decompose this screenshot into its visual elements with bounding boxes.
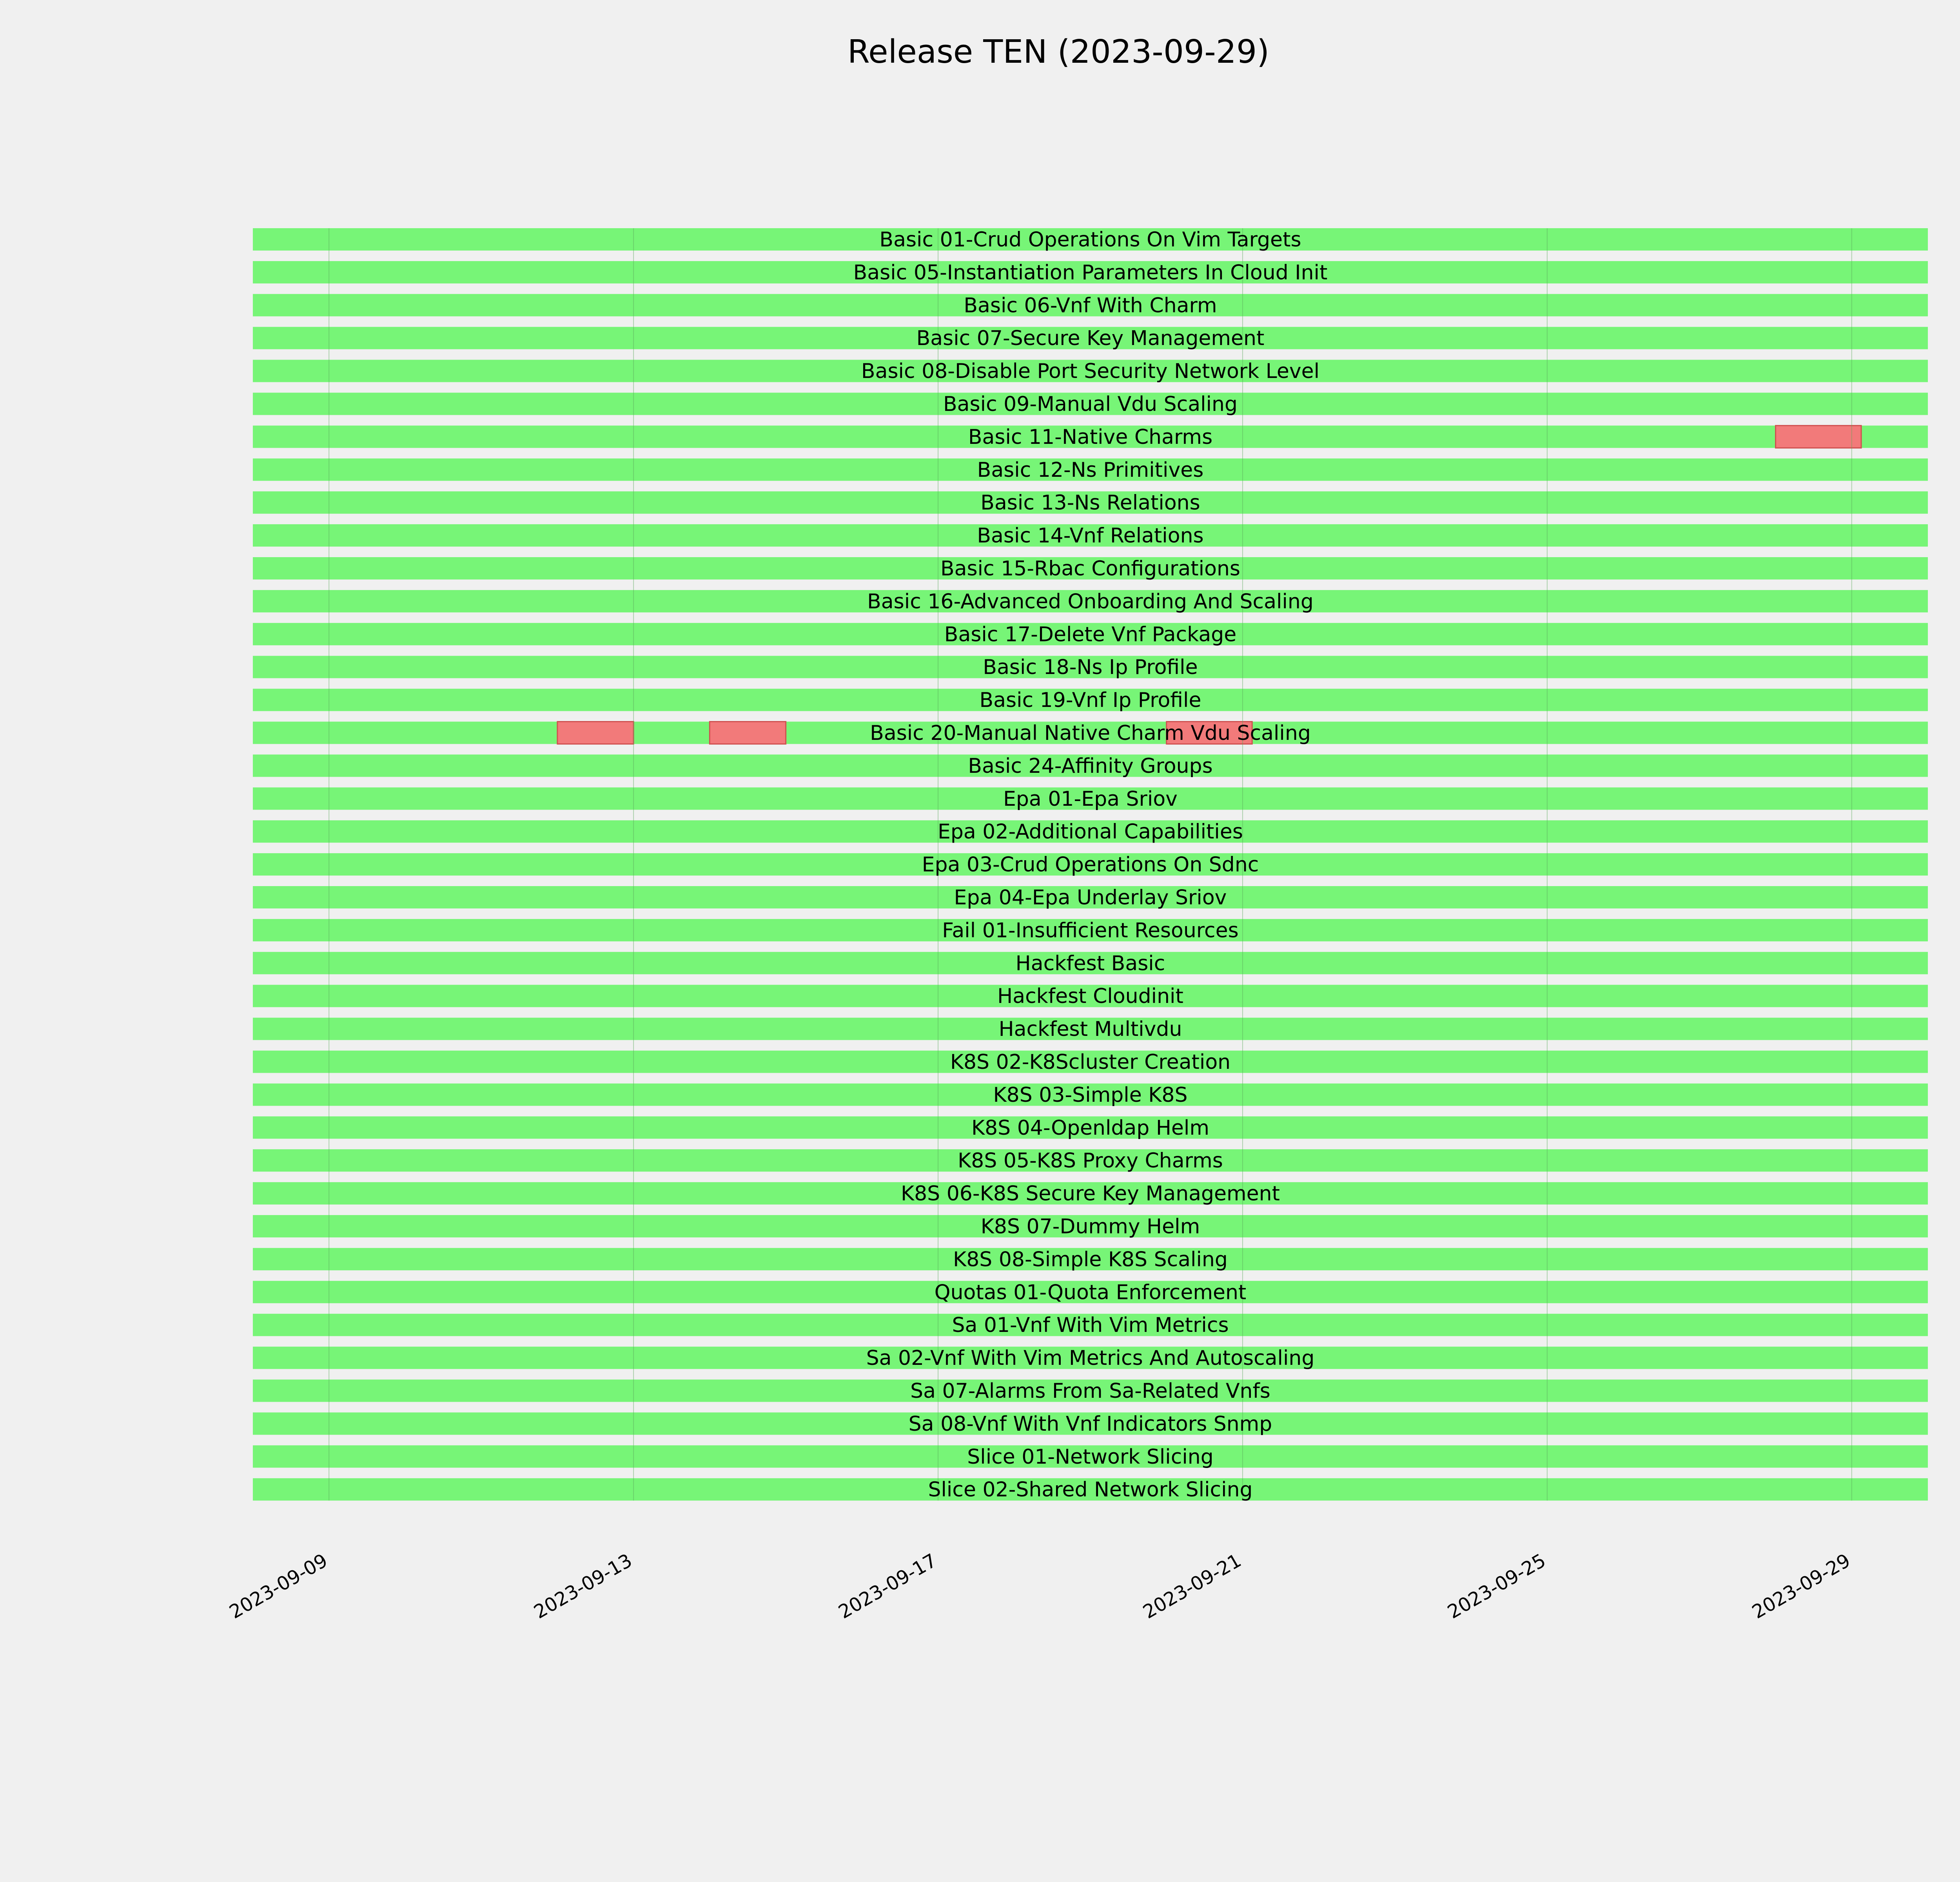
- pass-bar-basic-20-manual-native-charm-vdu-scaling: [253, 721, 1928, 744]
- row-label-k8s-02-k8scluster-creation: K8S 02-K8Scluster Creation: [950, 1050, 1230, 1074]
- fail-bar-basic-20-manual-native-charm-vdu-scaling-3: [1166, 721, 1253, 745]
- pass-bar-slice-02-shared-network-slicing: [253, 1478, 1928, 1501]
- pass-bar-basic-11-native-charms: [253, 425, 1928, 448]
- row-label-basic-19-vnf-ip-profile: Basic 19-Vnf Ip Profile: [979, 688, 1201, 712]
- row-label-k8s-04-openldap-helm: K8S 04-Openldap Helm: [971, 1116, 1209, 1140]
- fail-bar-basic-20-manual-native-charm-vdu-scaling-1: [557, 721, 634, 745]
- row-label-epa-01-epa-sriov: Epa 01-Epa Sriov: [1003, 787, 1178, 811]
- pass-bar-k8s-03-simple-k8s: [253, 1083, 1928, 1106]
- pass-bar-basic-08-disable-port-security-network-level: [253, 360, 1928, 382]
- pass-bar-basic-06-vnf-with-charm: [253, 294, 1928, 316]
- x-axis-ticks: 2023-09-09 2023-09-13 2023-09-17 2023-09-21…: [226, 1550, 1854, 1623]
- x-tick-label-2023-09-21: 2023-09-21: [1139, 1550, 1245, 1623]
- row-label-basic-06-vnf-with-charm: Basic 06-Vnf With Charm: [964, 294, 1217, 317]
- pass-bar-sa-02-vnf-with-vim-metrics-and-autoscaling: [253, 1346, 1928, 1369]
- row-label-epa-02-additional-capabilities: Epa 02-Additional Capabilities: [938, 820, 1243, 844]
- row-label-k8s-07-dummy-helm: K8S 07-Dummy Helm: [981, 1215, 1200, 1239]
- row-label-k8s-06-k8s-secure-key-management: K8S 06-K8S Secure Key Management: [901, 1182, 1280, 1206]
- row-label-basic-17-delete-vnf-package: Basic 17-Delete Vnf Package: [944, 623, 1236, 646]
- pass-bar-k8s-07-dummy-helm: [253, 1215, 1928, 1237]
- pass-bar-fail-01-insufficient-resources: [253, 919, 1928, 941]
- pass-bar-basic-15-rbac-configurations: [253, 557, 1928, 579]
- row-label-hackfest-basic: Hackfest Basic: [1016, 952, 1165, 975]
- pass-bar-k8s-02-k8scluster-creation: [253, 1050, 1928, 1073]
- pass-bar-epa-02-additional-capabilities: [253, 820, 1928, 843]
- pass-bar-epa-04-epa-underlay-sriov: [253, 886, 1928, 908]
- row-label-sa-01-vnf-with-vim-metrics: Sa 01-Vnf With Vim Metrics: [952, 1313, 1229, 1337]
- row-label-k8s-03-simple-k8s: K8S 03-Simple K8S: [993, 1083, 1188, 1107]
- pass-bar-basic-14-vnf-relations: [253, 524, 1928, 547]
- row-label-basic-16-advanced-onboarding-and-scaling: Basic 16-Advanced Onboarding And Scaling: [867, 590, 1314, 613]
- row-label-basic-12-ns-primitives: Basic 12-Ns Primitives: [977, 458, 1204, 482]
- pass-bar-sa-07-alarms-from-sa-related-vnfs: [253, 1379, 1928, 1402]
- row-label-basic-13-ns-relations: Basic 13-Ns Relations: [980, 491, 1200, 515]
- row-label-slice-01-network-slicing: Slice 01-Network Slicing: [967, 1445, 1214, 1469]
- pass-bar-basic-09-manual-vdu-scaling: [253, 392, 1928, 415]
- row-label-basic-18-ns-ip-profile: Basic 18-Ns Ip Profile: [983, 656, 1198, 679]
- pass-bar-basic-16-advanced-onboarding-and-scaling: [253, 590, 1928, 612]
- pass-bar-k8s-05-k8s-proxy-charms: [253, 1149, 1928, 1172]
- pass-bar-sa-08-vnf-with-vnf-indicators-snmp: [253, 1412, 1928, 1435]
- pass-bar-basic-07-secure-key-management: [253, 327, 1928, 349]
- pass-bar-epa-01-epa-sriov: [253, 787, 1928, 810]
- row-label-basic-11-native-charms: Basic 11-Native Charms: [968, 425, 1212, 449]
- row-label-basic-07-secure-key-management: Basic 07-Secure Key Management: [916, 327, 1265, 350]
- pass-bar-k8s-08-simple-k8s-scaling: [253, 1248, 1928, 1270]
- row-label-basic-24-affinity-groups: Basic 24-Affinity Groups: [968, 754, 1212, 778]
- pass-bar-basic-05-instantiation-parameters-in-cloud-init: [253, 261, 1928, 283]
- row-label-epa-04-epa-underlay-sriov: Epa 04-Epa Underlay Sriov: [954, 886, 1227, 910]
- pass-bar-basic-12-ns-primitives: [253, 458, 1928, 481]
- pass-bar-basic-19-vnf-ip-profile: [253, 688, 1928, 711]
- row-label-k8s-08-simple-k8s-scaling: K8S 08-Simple K8S Scaling: [953, 1248, 1228, 1271]
- x-tick-label-2023-09-09: 2023-09-09: [226, 1550, 332, 1623]
- row-label-basic-15-rbac-configurations: Basic 15-Rbac Configurations: [940, 557, 1240, 581]
- fail-bar-basic-20-manual-native-charm-vdu-scaling-2: [709, 721, 787, 745]
- pass-bar-slice-01-network-slicing: [253, 1445, 1928, 1468]
- pass-bar-basic-13-ns-relations: [253, 491, 1928, 514]
- x-tick-label-2023-09-25: 2023-09-25: [1444, 1550, 1550, 1623]
- pass-bar-sa-01-vnf-with-vim-metrics: [253, 1313, 1928, 1336]
- grid-layer: [328, 228, 1852, 1501]
- chart-title: Release TEN (2023-09-29): [848, 33, 1269, 71]
- pass-bar-hackfest-basic: [253, 952, 1928, 974]
- x-tick-label-2023-09-13: 2023-09-13: [530, 1550, 636, 1623]
- rows-layer: [253, 228, 1928, 1501]
- pass-bar-k8s-04-openldap-helm: [253, 1116, 1928, 1139]
- row-label-sa-08-vnf-with-vnf-indicators-snmp: Sa 08-Vnf With Vnf Indicators Snmp: [909, 1412, 1272, 1436]
- pass-bar-quotas-01-quota-enforcement: [253, 1281, 1928, 1303]
- row-label-basic-14-vnf-relations: Basic 14-Vnf Relations: [977, 524, 1203, 548]
- row-label-slice-02-shared-network-slicing: Slice 02-Shared Network Slicing: [928, 1478, 1252, 1502]
- row-label-fail-01-insufficient-resources: Fail 01-Insufficient Resources: [942, 919, 1238, 942]
- row-label-quotas-01-quota-enforcement: Quotas 01-Quota Enforcement: [935, 1281, 1247, 1304]
- row-label-basic-08-disable-port-security-network-level: Basic 08-Disable Port Security Network L…: [861, 360, 1319, 383]
- x-tick-label-2023-09-29: 2023-09-29: [1748, 1550, 1854, 1623]
- pass-bar-epa-03-crud-operations-on-sdnc: [253, 853, 1928, 876]
- row-label-hackfest-cloudinit: Hackfest Cloudinit: [997, 985, 1183, 1008]
- row-label-hackfest-multivdu: Hackfest Multivdu: [999, 1017, 1182, 1041]
- pass-bar-hackfest-multivdu: [253, 1017, 1928, 1040]
- row-label-basic-01-crud-operations-on-vim-targets: Basic 01-Crud Operations On Vim Targets: [879, 228, 1301, 252]
- row-label-basic-20-manual-native-charm-vdu-scaling: Basic 20-Manual Native Charm Vdu Scaling: [870, 721, 1311, 745]
- fail-bar-basic-11-native-charms-1: [1775, 425, 1862, 449]
- pass-bar-k8s-06-k8s-secure-key-management: [253, 1182, 1928, 1205]
- row-label-k8s-05-k8s-proxy-charms: K8S 05-K8S Proxy Charms: [958, 1149, 1223, 1173]
- pass-bar-basic-01-crud-operations-on-vim-targets: [253, 228, 1928, 251]
- pass-bar-basic-17-delete-vnf-package: [253, 623, 1928, 645]
- pass-bar-hackfest-cloudinit: [253, 985, 1928, 1007]
- pass-bar-basic-18-ns-ip-profile: [253, 656, 1928, 678]
- pass-bar-basic-24-affinity-groups: [253, 754, 1928, 777]
- row-label-basic-05-instantiation-parameters-in-cloud-init: Basic 05-Instantiation Parameters In Clo…: [853, 261, 1328, 284]
- row-label-basic-09-manual-vdu-scaling: Basic 09-Manual Vdu Scaling: [943, 392, 1238, 416]
- x-tick-label-2023-09-17: 2023-09-17: [835, 1550, 940, 1623]
- labels-layer: Basic 01-Crud Operations On Vim Targets B…: [853, 228, 1328, 1502]
- row-label-epa-03-crud-operations-on-sdnc: Epa 03-Crud Operations On Sdnc: [922, 853, 1259, 877]
- row-label-sa-02-vnf-with-vim-metrics-and-autoscaling: Sa 02-Vnf With Vim Metrics And Autoscali…: [866, 1346, 1315, 1370]
- row-label-sa-07-alarms-from-sa-related-vnfs: Sa 07-Alarms From Sa-Related Vnfs: [910, 1379, 1270, 1403]
